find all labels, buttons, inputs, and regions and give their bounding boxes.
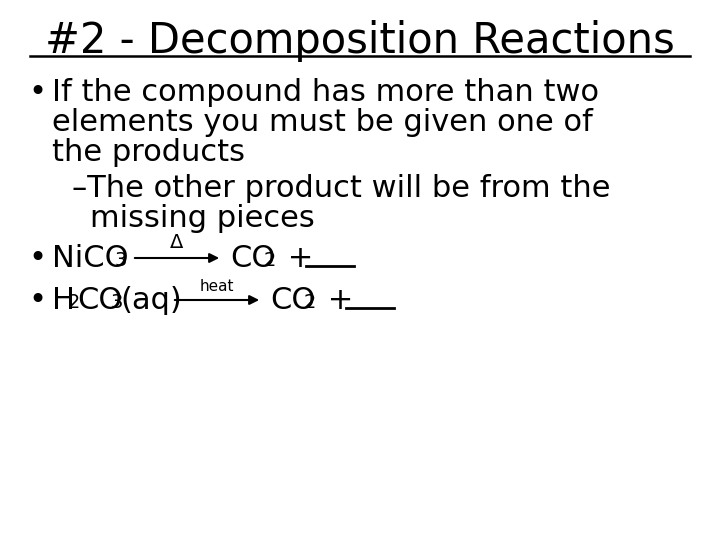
Text: –The other product will be from the: –The other product will be from the: [72, 174, 611, 203]
Text: +: +: [278, 244, 313, 273]
Text: CO: CO: [230, 244, 275, 273]
Text: CO: CO: [77, 286, 122, 315]
Text: 3: 3: [114, 251, 127, 270]
Text: 3: 3: [111, 293, 123, 312]
Text: heat: heat: [199, 279, 234, 294]
Text: the products: the products: [52, 138, 245, 167]
Text: •: •: [28, 244, 46, 273]
Text: +: +: [318, 286, 354, 315]
Text: NiCO: NiCO: [52, 244, 129, 273]
Text: CO: CO: [270, 286, 315, 315]
Text: (aq): (aq): [120, 286, 181, 315]
Text: H: H: [52, 286, 75, 315]
Text: elements you must be given one of: elements you must be given one of: [52, 108, 593, 137]
Text: 2: 2: [304, 293, 316, 312]
Text: 2: 2: [68, 293, 81, 312]
Text: #2 - Decomposition Reactions: #2 - Decomposition Reactions: [45, 20, 675, 62]
Text: •: •: [28, 78, 46, 107]
Text: •: •: [28, 286, 46, 315]
Text: missing pieces: missing pieces: [90, 204, 315, 233]
Text: Δ: Δ: [171, 233, 184, 252]
Text: If the compound has more than two: If the compound has more than two: [52, 78, 599, 107]
Text: 2: 2: [264, 251, 276, 270]
